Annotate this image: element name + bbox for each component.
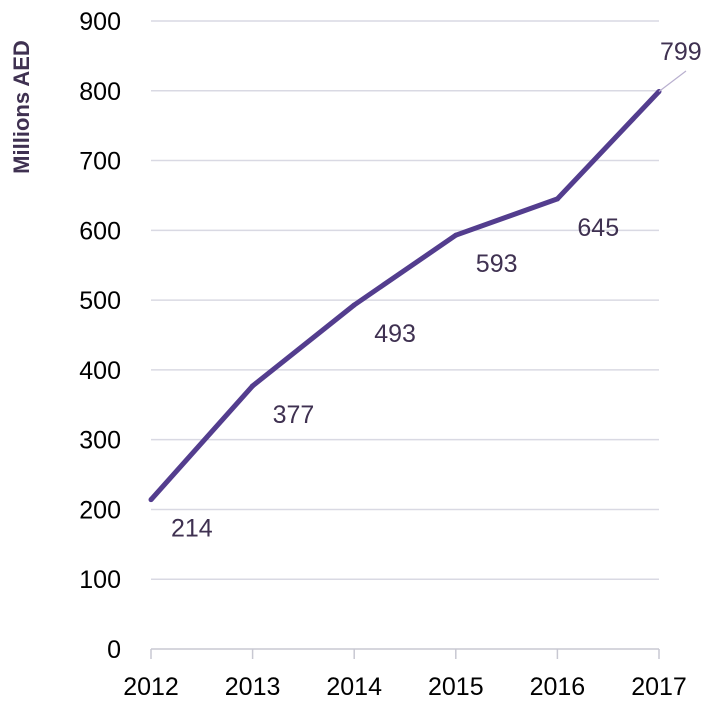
x-tick-label: 2016 <box>530 673 586 701</box>
y-tick-label: 0 <box>107 636 121 664</box>
y-tick-label: 400 <box>79 357 121 385</box>
y-tick-label: 100 <box>79 566 121 594</box>
gridlines <box>151 20 659 580</box>
y-tick-label: 500 <box>79 287 121 315</box>
data-label: 214 <box>171 515 213 543</box>
series-line <box>149 89 661 502</box>
x-tick-label: 2012 <box>123 673 179 701</box>
leader-line <box>658 70 687 92</box>
data-label: 645 <box>577 214 619 242</box>
data-label: 799 <box>660 38 702 66</box>
data-label: 377 <box>273 401 315 429</box>
x-tick-label: 2014 <box>326 673 382 701</box>
y-tick-label: 200 <box>79 496 121 524</box>
data-label: 493 <box>374 320 416 348</box>
y-tick-label: 300 <box>79 427 121 455</box>
y-tick-label: 900 <box>79 8 121 36</box>
data-labels: 214 377 493 593 645 799 <box>171 38 702 543</box>
y-tick-label: 700 <box>79 148 121 176</box>
y-axis-ticks: 0 100 200 300 400 500 600 700 800 900 <box>79 8 121 664</box>
y-axis-title: Millions AED <box>9 40 34 174</box>
y-tick-label: 800 <box>79 78 121 106</box>
x-axis-ticks: 2012 2013 2014 2015 2016 2017 <box>123 649 687 701</box>
data-point <box>554 196 560 202</box>
data-point <box>351 302 357 308</box>
x-tick-label: 2013 <box>225 673 281 701</box>
data-label: 593 <box>476 250 518 278</box>
y-tick-label: 600 <box>79 217 121 245</box>
data-point <box>148 497 154 503</box>
x-tick-label: 2015 <box>428 673 484 701</box>
data-point <box>250 383 256 389</box>
data-point <box>453 232 459 238</box>
x-tick-label: 2017 <box>631 673 687 701</box>
